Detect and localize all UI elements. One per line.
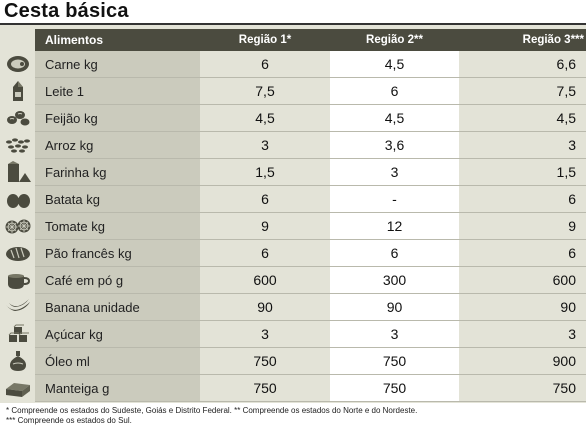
footnotes: * Compreende os estados do Sudeste, Goiá… — [6, 406, 417, 426]
value-region-2: 750 — [330, 348, 459, 374]
potato-icon — [7, 194, 30, 208]
table-row: Pão francês kg 6 6 6 — [6, 240, 586, 267]
food-label: Farinha kg — [45, 164, 107, 180]
food-label: Tomate kg — [45, 218, 105, 234]
value-region-2: 6 — [330, 78, 459, 104]
value-region-2: 3 — [330, 321, 459, 347]
value-region-2: - — [330, 186, 459, 212]
table-row: Café em pó g 600 300 600 — [8, 267, 586, 294]
value-region-1: 750 — [200, 375, 330, 401]
food-label: Batata kg — [45, 191, 100, 207]
milk-icon — [13, 81, 23, 101]
food-label: Manteiga g — [45, 380, 110, 396]
value-region-1: 3 — [200, 321, 330, 347]
meat-icon — [7, 56, 29, 72]
value-region-2: 12 — [330, 213, 459, 239]
sugar-icon — [8, 324, 29, 342]
value-region-3: 600 — [459, 267, 586, 293]
food-label: Óleo ml — [45, 353, 90, 369]
food-label: Feijão kg — [45, 110, 98, 126]
table-row: Óleo ml 750 750 900 — [10, 348, 586, 375]
value-region-1: 6 — [200, 240, 330, 266]
value-region-2: 750 — [330, 375, 459, 401]
value-region-1: 6 — [200, 186, 330, 212]
value-region-3: 750 — [459, 375, 586, 401]
value-region-3: 3 — [459, 132, 586, 158]
value-region-3: 90 — [459, 294, 586, 320]
header-foods: Alimentos — [45, 33, 104, 47]
food-label: Banana unidade — [45, 299, 140, 315]
value-region-2: 4,5 — [330, 105, 459, 131]
basket-table: Alimentos Região 1* Região 2** Região 3*… — [5, 29, 586, 402]
value-region-3: 6 — [459, 186, 586, 212]
value-region-2: 3 — [330, 159, 459, 185]
table-row: Carne kg 6 4,5 6,6 — [7, 51, 586, 78]
header-region-2: Região 2** — [366, 34, 423, 46]
table-row: Manteiga g 750 750 750 — [6, 375, 586, 402]
oil-icon — [10, 351, 26, 371]
value-region-2: 300 — [330, 267, 459, 293]
table-row: Banana unidade 90 90 90 — [6, 294, 586, 321]
flour-icon — [8, 161, 31, 182]
table-row: Feijão kg 4,5 4,5 4,5 — [7, 105, 586, 132]
value-region-1: 6 — [200, 51, 330, 77]
table-header: Alimentos Região 1* Região 2** Região 3*… — [35, 29, 586, 51]
value-region-2: 6 — [330, 240, 459, 266]
value-region-3: 4,5 — [459, 105, 586, 131]
value-region-1: 600 — [200, 267, 330, 293]
value-region-3: 1,5 — [459, 159, 586, 185]
bread-icon — [6, 247, 30, 261]
footnote-line: *** Compreende os estados do Sul. — [6, 416, 132, 425]
value-region-2: 3,6 — [330, 132, 459, 158]
table-row: Leite 1 7,5 6 7,5 — [13, 78, 586, 105]
value-region-2: 90 — [330, 294, 459, 320]
food-label: Carne kg — [45, 56, 98, 72]
title-rule — [0, 23, 586, 25]
food-label: Açúcar kg — [45, 326, 103, 342]
banana-icon — [6, 299, 30, 311]
table-row: Açúcar kg 3 3 3 — [8, 321, 586, 348]
food-label: Leite 1 — [45, 83, 85, 99]
coffee-icon — [8, 274, 31, 289]
value-region-1: 1,5 — [200, 159, 330, 185]
value-region-1: 3 — [200, 132, 330, 158]
value-region-3: 7,5 — [459, 78, 586, 104]
food-label: Café em pó g — [45, 272, 124, 288]
table-row: Batata kg 6 - 6 — [7, 186, 586, 213]
value-region-1: 750 — [200, 348, 330, 374]
page-title: Cesta básica — [4, 0, 129, 22]
value-region-1: 4,5 — [200, 105, 330, 131]
table-row: Tomate kg 9 12 9 — [5, 213, 586, 240]
value-region-3: 6 — [459, 240, 586, 266]
beans-icon — [7, 111, 30, 126]
butter-icon — [6, 383, 30, 397]
value-region-3: 3 — [459, 321, 586, 347]
header-region-1: Região 1* — [238, 34, 292, 46]
value-region-1: 9 — [200, 213, 330, 239]
value-region-2: 4,5 — [330, 51, 459, 77]
value-region-1: 90 — [200, 294, 330, 320]
food-label: Pão francês kg — [45, 245, 132, 261]
table-row: Farinha kg 1,5 3 1,5 — [8, 159, 586, 186]
value-region-3: 900 — [459, 348, 586, 374]
rice-icon — [6, 138, 30, 153]
table-row: Arroz kg 3 3,6 3 — [6, 132, 586, 159]
footnote-line: * Compreende os estados do Sudeste, Goiá… — [6, 406, 418, 415]
value-region-1: 7,5 — [200, 78, 330, 104]
food-label: Arroz kg — [45, 137, 94, 153]
header-region-3: Região 3*** — [522, 34, 584, 46]
value-region-3: 9 — [459, 213, 586, 239]
tomato-icon — [5, 219, 31, 234]
value-region-3: 6,6 — [459, 51, 586, 77]
